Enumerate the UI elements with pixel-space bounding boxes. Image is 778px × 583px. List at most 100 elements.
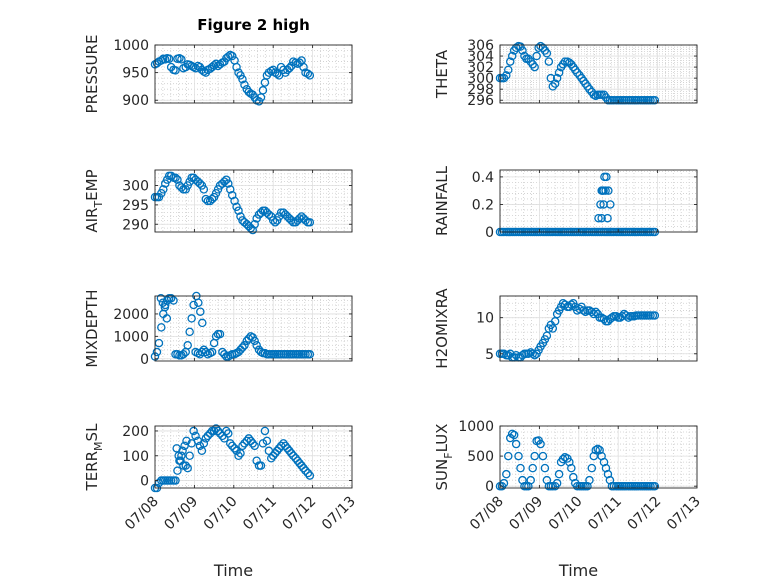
data-point	[528, 463, 537, 473]
data-point	[581, 307, 590, 317]
data-point	[224, 429, 233, 438]
data-point	[238, 441, 247, 451]
data-point	[158, 298, 168, 307]
y-tick-label: 500	[467, 449, 494, 465]
data-point	[264, 210, 274, 219]
data-point	[542, 475, 552, 485]
data-point	[156, 293, 166, 303]
data-point	[238, 343, 247, 352]
data-points	[150, 424, 315, 493]
data-point	[617, 311, 627, 321]
data-point	[544, 57, 554, 66]
data-point	[230, 444, 239, 453]
y-tick-label: 0	[140, 474, 149, 490]
plot-area	[155, 170, 352, 232]
panel-6: 5 10 H2OMIXRA	[433, 288, 698, 369]
y-axis-label-main: PRESSURE	[83, 35, 101, 114]
data-point	[587, 463, 597, 473]
data-point	[234, 206, 243, 215]
data-point	[152, 58, 162, 68]
y-axis-label: H2OMIXRA	[433, 288, 451, 369]
x-tick-label: 07/13	[664, 494, 704, 534]
y-axis-label: THETA	[433, 49, 451, 99]
data-point	[646, 95, 655, 105]
data-point	[518, 475, 527, 485]
data-point	[299, 62, 308, 72]
x-tick-label: 07/08	[122, 494, 162, 534]
data-point	[250, 219, 259, 229]
data-point	[176, 456, 185, 465]
data-point	[609, 311, 619, 321]
data-point	[607, 313, 617, 322]
data-point	[536, 41, 545, 51]
data-point	[222, 426, 231, 436]
data-point	[197, 446, 207, 456]
y-axis-label: SUNFLUX	[433, 424, 455, 491]
panel-3: 290 295 300 AIRTEMP	[83, 169, 353, 235]
y-tick-label: 5	[485, 347, 494, 363]
data-point	[177, 55, 186, 64]
y-tick-label: 296	[467, 93, 494, 109]
data-point	[502, 71, 511, 80]
axes-box	[154, 44, 353, 104]
data-point	[511, 350, 521, 360]
y-tick-label: 1000	[113, 38, 149, 54]
data-point	[583, 481, 592, 491]
data-point	[514, 451, 523, 461]
axes-box	[154, 425, 353, 489]
y-tick-label: 0	[485, 225, 494, 241]
y-tick-label: 1000	[113, 329, 149, 345]
y-axis-label-main: THETA	[433, 49, 451, 99]
data-points	[150, 291, 315, 361]
data-point	[173, 175, 182, 184]
data-point	[183, 463, 192, 473]
data-point	[215, 329, 225, 339]
axes-box	[499, 44, 698, 104]
data-point	[599, 457, 609, 467]
y-tick-label: 900	[122, 93, 149, 109]
data-point	[199, 185, 209, 194]
data-point	[585, 475, 594, 485]
data-point	[189, 426, 198, 436]
data-point	[250, 336, 259, 346]
data-point	[209, 61, 219, 70]
data-point	[560, 300, 570, 309]
data-point	[554, 68, 564, 77]
data-point	[572, 481, 582, 491]
chart-title: Figure 2 high	[197, 16, 310, 34]
data-point	[250, 441, 259, 451]
data-point	[289, 451, 298, 461]
data-point	[595, 445, 604, 455]
x-axis-label: Time	[213, 561, 253, 580]
data-point	[173, 466, 182, 475]
y-axis-label-main: H2OMIXRA	[433, 288, 451, 369]
data-point	[264, 68, 274, 77]
data-point	[609, 481, 619, 491]
data-point	[211, 59, 221, 69]
data-point	[252, 456, 261, 465]
x-tick-label: 07/10	[201, 494, 241, 534]
data-points	[495, 41, 660, 105]
data-point	[248, 225, 257, 235]
data-point	[516, 463, 525, 473]
data-point	[162, 314, 172, 323]
y-tick-label: 950	[122, 66, 149, 82]
minor-grid	[500, 170, 697, 233]
data-point	[542, 49, 552, 58]
data-point	[238, 74, 247, 84]
data-point	[548, 82, 558, 91]
data-point	[166, 171, 176, 181]
data-point	[236, 449, 245, 458]
y-axis-label-main: TERR	[83, 451, 101, 492]
data-point	[528, 349, 537, 359]
x-tick-label: 07/12	[625, 494, 665, 534]
data-point	[187, 314, 196, 323]
data-point	[526, 475, 535, 485]
data-point	[305, 471, 315, 480]
data-point	[171, 66, 180, 75]
data-point	[260, 426, 270, 436]
data-point	[518, 350, 527, 360]
data-point	[240, 341, 249, 350]
